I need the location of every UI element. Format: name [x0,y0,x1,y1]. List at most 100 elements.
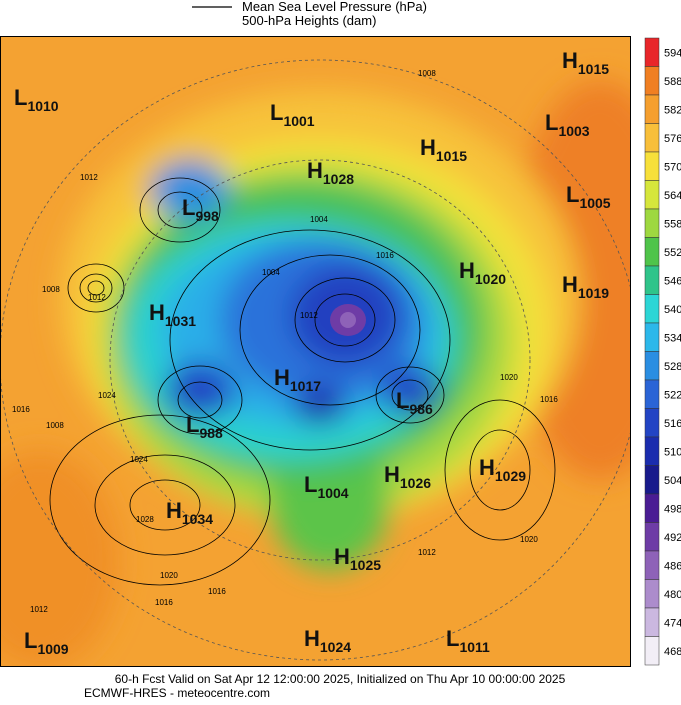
isobar-label: 1016 [376,251,394,260]
colorbar-cell [644,636,660,666]
center-kind: L [270,100,283,125]
pressure-center: H1031 [149,300,196,329]
isobar-label: 1012 [88,293,106,302]
colorbar-tick-label: 546 [664,275,681,287]
colorbar-tick-label: 552 [664,247,681,259]
center-kind: H [304,626,320,651]
colorbar-tick-label: 564 [664,190,681,202]
colorbar-tick-label: 522 [664,389,681,401]
isobar-label: 1024 [130,455,148,464]
isobar-label: 1008 [46,421,64,430]
center-value: 1003 [558,123,589,139]
center-kind: L [566,182,579,207]
colorbar-cell [644,607,660,637]
center-kind: H [307,158,323,183]
colorbar-cell [644,408,660,438]
colorbar-cell [644,180,660,210]
isobar-label: 1004 [262,268,280,277]
colorbar-tick-label: 498 [664,503,681,515]
isobar-label: 1016 [540,395,558,404]
colorbar-cell [644,237,660,267]
footer-line: 60-h Fcst Valid on Sat Apr 12 12:00:00 2… [115,672,566,686]
colorbar-cell [644,465,660,495]
center-kind: L [186,412,199,437]
map-frame [0,36,631,667]
center-value: 1026 [400,475,431,491]
colorbar-tick-label: 528 [664,361,681,373]
colorbar-cell [644,322,660,352]
pressure-center: H1029 [479,455,526,484]
colorbar-cell [644,123,660,153]
colorbar-cell [644,66,660,96]
colorbar-tick-label: 486 [664,560,681,572]
isobar-label: 1020 [160,571,178,580]
center-kind: L [14,85,27,110]
pressure-center: L988 [186,412,223,441]
center-kind: H [459,258,475,283]
isobar-label: 1016 [155,598,173,607]
center-kind: H [420,135,436,160]
colorbar-tick-label: 492 [664,532,681,544]
colorbar-cell [644,522,660,552]
center-kind: L [545,110,558,135]
center-value: 1034 [182,511,213,527]
colorbar-cell [644,294,660,324]
colorbar-cell [644,351,660,381]
isobar-label: 1016 [12,405,30,414]
center-value: 1029 [495,468,526,484]
isobar-label: 1008 [42,285,60,294]
pressure-center: H1020 [459,258,506,287]
isobar-label: 1012 [30,605,48,614]
pressure-center: H1025 [334,544,381,573]
pressure-center: L986 [396,388,433,417]
map-field [0,36,630,666]
center-value: 986 [409,401,433,417]
colorbar-tick-label: 534 [664,332,681,344]
colorbar-tick-label: 588 [664,76,681,88]
colorbar-tick-label: 516 [664,418,681,430]
center-value: 988 [199,425,223,441]
center-value: 1031 [165,313,196,329]
colorbar-cell [644,265,660,295]
colorbar-tick-label: 576 [664,133,681,145]
center-kind: L [182,195,195,220]
colorbar-tick-label: 558 [664,218,681,230]
center-kind: L [24,628,37,653]
center-kind: H [334,544,350,569]
center-value: 1001 [283,113,314,129]
legend-item: 500-hPa Heights (dam) [242,13,376,28]
pressure-center: H1026 [384,462,431,491]
legend-item: Mean Sea Level Pressure (hPa) [242,0,427,14]
pressure-center: L1011 [446,626,490,655]
isobar-label: 1020 [520,535,538,544]
colorbar-cell [644,151,660,181]
pressure-center: H1015 [562,48,609,77]
colorbar-tick-label: 474 [664,617,681,629]
pressure-center: H1017 [274,365,321,394]
pressure-center: H1019 [562,272,609,301]
center-value: 1009 [37,641,68,657]
isobar-label: 1024 [98,391,116,400]
center-value: 1020 [475,271,506,287]
isobar-label: 1016 [208,587,226,596]
pressure-center: H1034 [166,498,213,527]
footer-line: ECMWF-HRES - meteocentre.com [84,686,270,700]
colorbar-cell [644,37,660,67]
center-kind: H [149,300,165,325]
colorbar-cell [644,550,660,580]
colorbar-tick-label: 510 [664,446,681,458]
center-value: 998 [195,208,219,224]
colorbar-tick-label: 582 [664,104,681,116]
pressure-center: L1009 [24,628,69,657]
colorbar-tick-label: 468 [664,646,681,658]
center-kind: H [166,498,182,523]
colorbar-tick-label: 570 [664,161,681,173]
colorbar-cell [644,208,660,238]
center-kind: H [384,462,400,487]
center-value: 1025 [350,557,381,573]
colorbar-tick-label: 504 [664,475,681,487]
pressure-center: L998 [182,195,219,224]
center-kind: L [304,472,317,497]
isobar-label: 1012 [418,548,436,557]
